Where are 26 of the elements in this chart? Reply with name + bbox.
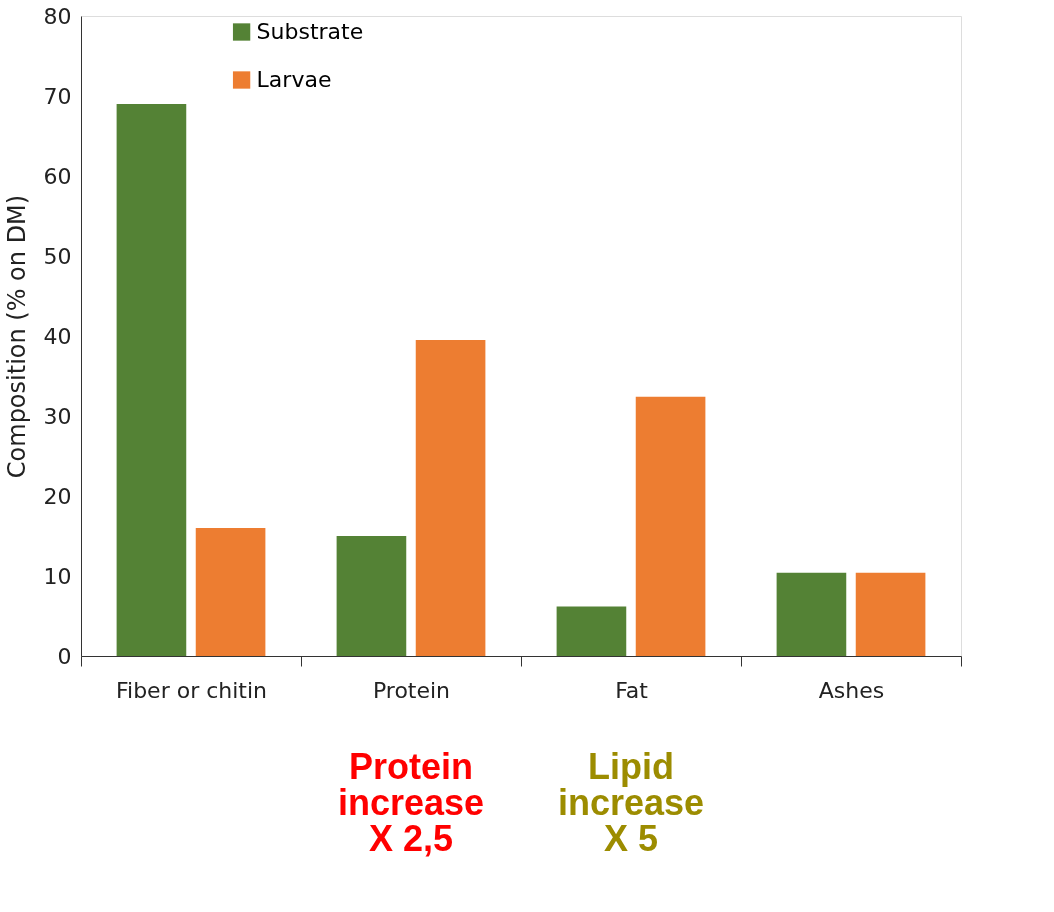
- y-tick-label: 80: [43, 3, 72, 29]
- bar: [116, 104, 187, 656]
- text: Protein increase X 2,5: [337, 746, 485, 859]
- y-tick-label: 0: [57, 643, 72, 669]
- bar: [415, 340, 486, 656]
- bar: [635, 396, 706, 656]
- bar: [855, 572, 926, 656]
- y-tick-label: 10: [43, 563, 72, 589]
- y-axis-title: Composition (% on DM): [2, 194, 31, 479]
- bar: [195, 528, 266, 656]
- legend-label: Larvae: [256, 67, 332, 92]
- bar: [336, 536, 407, 656]
- x-tick-label: Ashes: [818, 677, 885, 703]
- x-tick-label: Fat: [615, 677, 649, 703]
- y-tick-label: 70: [43, 83, 72, 109]
- y-tick-label: 40: [43, 323, 72, 349]
- y-tick-label: 50: [43, 243, 72, 269]
- y-tick-label: 30: [43, 403, 72, 429]
- text: Lipid increase X 5: [557, 746, 705, 859]
- legend-label: Substrate: [256, 19, 364, 44]
- bar: [556, 606, 627, 656]
- y-tick-label: 20: [43, 483, 72, 509]
- x-tick-label: Fiber or chitin: [115, 677, 268, 703]
- x-tick-label: Protein: [372, 677, 451, 703]
- bar: [776, 572, 847, 656]
- y-tick-label: 60: [43, 163, 72, 189]
